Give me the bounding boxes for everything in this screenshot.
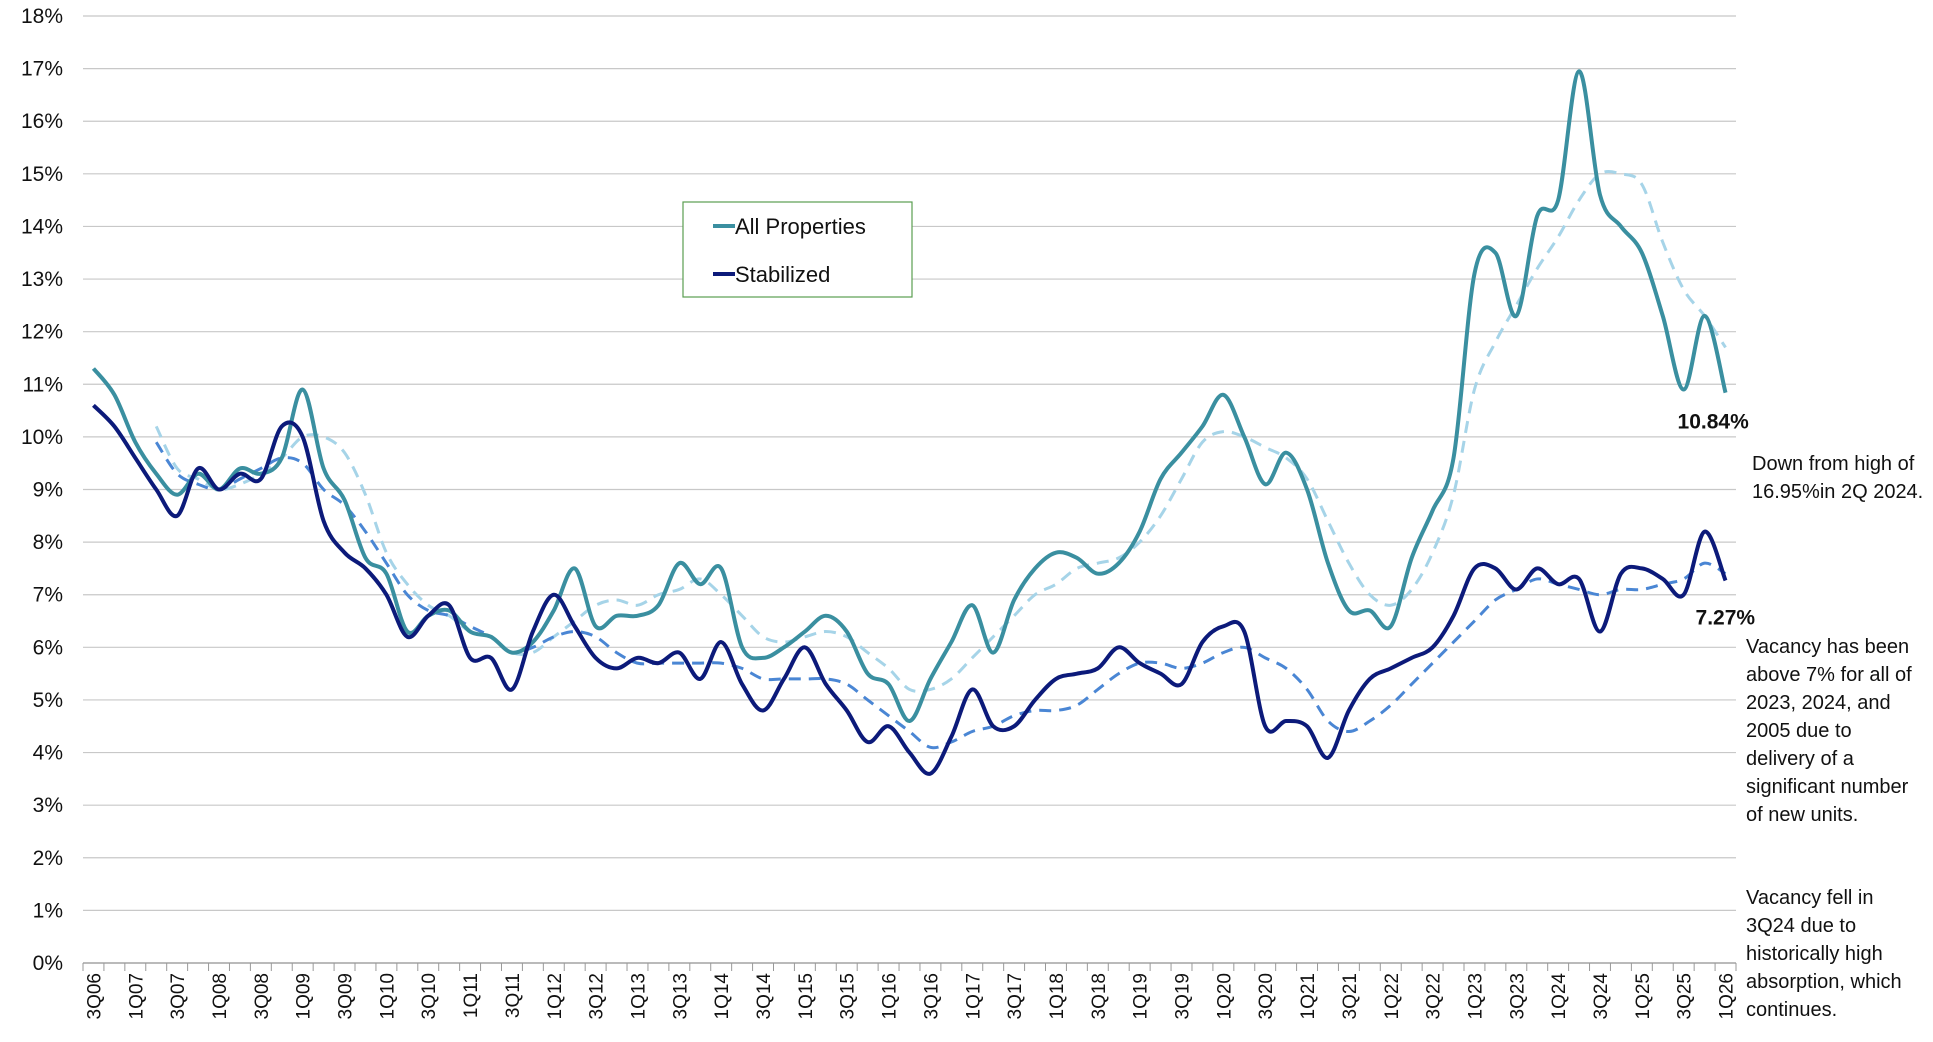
y-tick-label: 1% [33, 899, 63, 922]
annotation: Vacancy has been above 7% for all of 202… [1746, 636, 1912, 826]
x-tick-label: 1Q25 [1633, 973, 1654, 1019]
y-tick-label: 4% [33, 742, 63, 765]
y-tick-label: 10% [21, 426, 63, 449]
y-tick-label: 18% [21, 5, 63, 28]
x-tick-label: 3Q07 [168, 973, 189, 1019]
y-tick-label: 12% [21, 321, 63, 344]
x-tick-label: 3Q09 [336, 973, 357, 1019]
x-tick-label: 3Q12 [587, 973, 608, 1019]
x-tick-label: 1Q08 [210, 973, 231, 1019]
x-tick-label: 3Q25 [1675, 973, 1696, 1019]
x-tick-label: 1Q09 [294, 973, 315, 1019]
trend-line [154, 169, 1727, 693]
annotation: Down from high of 16.95%in 2Q 2024. [1752, 453, 1924, 503]
y-tick-label: 13% [21, 268, 63, 291]
x-tick-label: 1Q10 [377, 973, 398, 1019]
y-tick-label: 11% [23, 373, 63, 396]
value-label: 7.27% [1696, 607, 1756, 630]
legend-label: All Properties [735, 214, 866, 239]
x-tick-label: 3Q22 [1424, 973, 1445, 1019]
x-tick-label: 1Q11 [461, 973, 482, 1018]
x-tick-label: 1Q16 [880, 973, 901, 1019]
y-tick-label: 14% [21, 215, 63, 238]
x-tick-label: 1Q22 [1382, 973, 1403, 1019]
x-tick-label: 1Q18 [1047, 973, 1068, 1019]
y-tick-label: 2% [33, 847, 63, 870]
x-tick-label: 3Q10 [419, 973, 440, 1019]
x-tick-label: 1Q14 [712, 973, 733, 1020]
x-tick-label: 3Q24 [1591, 973, 1612, 1020]
y-tick-label: 3% [33, 794, 63, 817]
x-tick-label: 3Q13 [670, 973, 691, 1019]
x-tick-label: 3Q14 [754, 973, 775, 1020]
x-tick-label: 3Q11 [503, 973, 524, 1018]
y-tick-label: 17% [21, 58, 63, 81]
series-line [92, 403, 1728, 776]
x-tick-label: 1Q15 [796, 973, 817, 1019]
x-tick-label: 3Q19 [1173, 973, 1194, 1019]
series-line [91, 69, 1728, 723]
y-tick-label: 0% [33, 952, 63, 975]
x-tick-label: 1Q17 [963, 973, 984, 1019]
annotation: Vacancy fell in 3Q24 due to historically… [1746, 887, 1902, 1021]
x-tick-label: 3Q16 [921, 973, 942, 1019]
x-tick-label: 1Q26 [1717, 973, 1738, 1019]
x-tick-label: 3Q23 [1507, 973, 1528, 1019]
y-tick-label: 9% [33, 479, 63, 502]
x-tick-label: 1Q24 [1549, 973, 1570, 1020]
y-tick-label: 16% [21, 110, 63, 133]
y-tick-label: 6% [33, 636, 63, 659]
x-tick-label: 1Q12 [545, 973, 566, 1019]
y-tick-label: 7% [33, 584, 63, 607]
x-tick-label: 3Q06 [84, 973, 105, 1019]
x-tick-label: 3Q21 [1340, 973, 1361, 1019]
x-tick-label: 3Q17 [1005, 973, 1026, 1019]
y-tick-label: 5% [33, 689, 63, 712]
x-tick-label: 1Q20 [1214, 973, 1235, 1019]
value-label: 10.84% [1678, 411, 1750, 434]
x-tick-label: 3Q15 [838, 973, 859, 1019]
x-tick-label: 1Q21 [1298, 973, 1319, 1019]
x-tick-label: 1Q23 [1465, 973, 1486, 1019]
x-tick-label: 3Q18 [1089, 973, 1110, 1019]
x-tick-label: 3Q20 [1256, 973, 1277, 1019]
x-tick-label: 1Q07 [126, 973, 147, 1019]
legend-box [682, 201, 913, 298]
x-tick-label: 3Q08 [252, 973, 273, 1019]
x-tick-label: 1Q19 [1131, 973, 1152, 1019]
x-tick-label: 1Q13 [628, 973, 649, 1019]
y-tick-label: 8% [33, 531, 63, 554]
legend-label: Stabilized [735, 262, 830, 287]
y-tick-label: 15% [21, 163, 63, 186]
